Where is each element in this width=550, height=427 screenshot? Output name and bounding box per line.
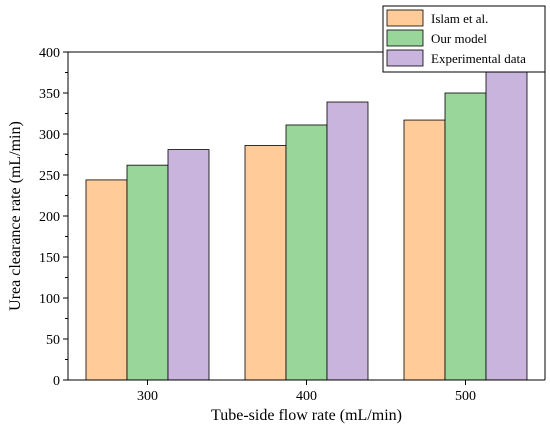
y-axis: 0 50 100 150 200 250 300 350 400 (39, 46, 546, 389)
legend-label: Experimental data (431, 51, 526, 66)
x-tick-label: 400 (296, 389, 317, 404)
x-tick-label: 300 (137, 389, 158, 404)
bar-islam-et-al-300 (85, 179, 128, 381)
y-axis-title: Urea clearance rate (mL/min) (7, 121, 24, 311)
x-tick-label: 500 (455, 389, 476, 404)
x-axis: 300 400 500 (68, 379, 545, 404)
bar-our-model-400 (285, 124, 328, 381)
y-tick-label: 200 (39, 210, 60, 225)
y-tick-label: 0 (53, 374, 60, 389)
x-axis-title: Tube-side flow rate (mL/min) (211, 407, 402, 424)
bar-our-model-500 (444, 92, 487, 381)
bars-group (85, 69, 528, 381)
legend-label: Islam et al. (431, 11, 488, 26)
y-tick-label: 350 (39, 87, 60, 102)
bar-experimental-data-300 (167, 149, 210, 381)
y-tick-label: 300 (39, 128, 60, 143)
legend-swatch (386, 49, 424, 67)
legend-swatch (386, 9, 424, 27)
legend-swatch (386, 29, 424, 47)
bar-islam-et-al-500 (403, 119, 446, 381)
bar-islam-et-al-400 (244, 145, 287, 381)
y-tick-label: 50 (46, 333, 60, 348)
y-tick-label: 250 (39, 169, 60, 184)
y-tick-label: 400 (39, 46, 60, 61)
bar-experimental-data-400 (326, 101, 369, 381)
y-tick-label: 100 (39, 292, 60, 307)
bar-our-model-300 (126, 164, 169, 381)
y-tick-label: 150 (39, 251, 60, 266)
bar-experimental-data-500 (485, 69, 528, 381)
legend-label: Our model (431, 31, 487, 46)
legend: Islam et al. Our model Experimental data (382, 5, 546, 73)
